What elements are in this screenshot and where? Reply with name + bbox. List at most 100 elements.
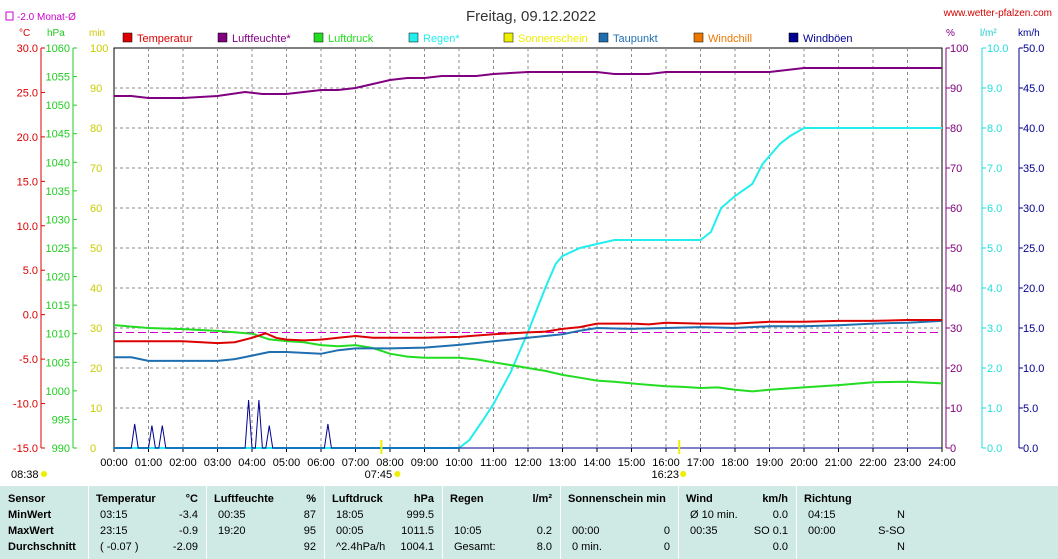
x-tick-label: 06:00 <box>307 457 335 469</box>
sun-time: 0 min. <box>572 541 602 553</box>
wind-axis-tick-label: 45.0 <box>1023 83 1044 95</box>
sunshine-axis-tick-label: 90 <box>90 83 102 95</box>
legend-swatch <box>408 32 419 43</box>
humidity-value: 95 <box>303 525 316 537</box>
wind-axis-tick-label: 30.0 <box>1023 203 1044 215</box>
sunshine-axis-tick-label: 100 <box>90 43 108 55</box>
legend-label: Taupunkt <box>613 33 658 45</box>
sunshine-axis-tick-label: 40 <box>90 283 102 295</box>
day-start-label: 07:45 <box>365 469 393 481</box>
pressure-axis-tick-label: 1010 <box>46 329 70 341</box>
legend-label: Windchill <box>708 33 752 45</box>
legend-label: Sonnenschein <box>518 33 588 45</box>
sun-value: 0 <box>663 541 670 553</box>
table-divider <box>88 486 89 559</box>
rain-axis-tick-label: 10.0 <box>987 43 1008 55</box>
pressure-axis-tick-label: 990 <box>52 443 70 455</box>
chart-title: Freitag, 09.12.2022 <box>466 8 596 25</box>
wind-axis-tick-label: 10.0 <box>1023 363 1044 375</box>
wind-axis-tick-label: 50.0 <box>1023 43 1044 55</box>
humidity-axis-tick-label: 80 <box>950 123 962 135</box>
wind-unit: km/h <box>762 493 788 505</box>
sunshine-axis-tick-label: 0 <box>90 443 96 455</box>
rain-value: 8.0 <box>536 541 552 553</box>
sunrise-label: 08:38 <box>11 469 39 481</box>
wind-value: 0.0 <box>772 541 788 553</box>
sun-time: 00:00 <box>572 525 600 537</box>
x-tick-label: 18:00 <box>721 457 749 469</box>
temp-axis-tick-label: 0.0 <box>23 310 38 322</box>
x-tick-label: 10:00 <box>445 457 473 469</box>
humidity-value: 92 <box>303 541 316 553</box>
series-temperatur <box>114 319 942 345</box>
sun-icon <box>680 471 687 477</box>
rain-axis-tick-label: 8.0 <box>987 123 1002 135</box>
legend-swatch <box>693 32 704 43</box>
wind-axis-tick-label: 5.0 <box>1023 403 1038 415</box>
wind-axis-tick-label: 0.0 <box>1023 443 1038 455</box>
direction-time: 04:15 <box>808 509 836 521</box>
temp-axis-tick-label: 5.0 <box>23 265 38 277</box>
wind-axis-tick-label: 35.0 <box>1023 163 1044 175</box>
humidity-axis-tick-label: 40 <box>950 283 962 295</box>
x-tick-label: 14:00 <box>583 457 611 469</box>
temp-axis-tick-label: 15.0 <box>17 176 38 188</box>
pressure-axis-tick-label: 1040 <box>46 157 70 169</box>
pressure-axis-tick-label: 995 <box>52 414 70 426</box>
x-tick-label: 24:00 <box>928 457 956 469</box>
sunshine-axis-tick-label: 30 <box>90 323 102 335</box>
table-divider <box>796 486 797 559</box>
x-tick-label: 13:00 <box>549 457 577 469</box>
x-tick-label: 05:00 <box>273 457 301 469</box>
legend-swatch <box>217 32 228 43</box>
legend-label: Regen* <box>423 33 460 45</box>
rain-value: 0.2 <box>536 525 552 537</box>
legend-label: Luftfeuchte* <box>232 33 291 45</box>
series-windböen <box>114 399 942 449</box>
rain-time: 10:05 <box>454 525 482 537</box>
x-tick-label: 22:00 <box>859 457 887 469</box>
wind-axis-tick-label: 20.0 <box>1023 283 1044 295</box>
humidity-axis-tick-label: 60 <box>950 203 962 215</box>
temperature-time: 03:15 <box>100 509 128 521</box>
wind-axis-tick-label: 25.0 <box>1023 243 1044 255</box>
wind-axis-tick-label: 40.0 <box>1023 123 1044 135</box>
legend-label: Luftdruck <box>328 33 374 45</box>
table-divider <box>324 486 325 559</box>
x-tick-label: 07:00 <box>342 457 370 469</box>
wind-value: 0.0 <box>772 509 788 521</box>
humidity-time: 19:20 <box>218 525 246 537</box>
legend-label: Windböen <box>803 33 853 45</box>
rain-axis-tick-label: 4.0 <box>987 283 1002 295</box>
unit-lm2: l/m² <box>980 28 997 39</box>
temperature-header: Temperatur <box>96 493 156 505</box>
pressure-axis-tick-label: 1015 <box>46 300 70 312</box>
pressure-axis-tick-label: 1005 <box>46 357 70 369</box>
legend-swatch <box>503 32 514 43</box>
monat-label: -2.0 Monat-Ø <box>17 12 76 23</box>
legend-swatch <box>788 32 799 43</box>
x-tick-label: 17:00 <box>687 457 715 469</box>
humidity-axis-tick-label: 30 <box>950 323 962 335</box>
pressure-time: 18:05 <box>336 509 364 521</box>
x-tick-label: 21:00 <box>825 457 853 469</box>
wind-value: SO 0.1 <box>753 525 788 537</box>
unit-hpa: hPa <box>47 28 65 39</box>
legend-swatch <box>122 32 133 43</box>
x-tick-label: 01:00 <box>135 457 163 469</box>
rain-axis-tick-label: 7.0 <box>987 163 1002 175</box>
weather-chart: 30.0 25.0 20.0 15.0 10.0 5.0 0.0 -5.0 -10.0 -15.0… <box>5 8 1052 481</box>
x-tick-label: 20:00 <box>790 457 818 469</box>
temperature-time: 23:15 <box>100 525 128 537</box>
rain-axis-tick-label: 6.0 <box>987 203 1002 215</box>
humidity-axis-tick-label: 50 <box>950 243 962 255</box>
wind-time: Ø 10 min. <box>690 509 738 521</box>
sunshine-axis-tick-label: 10 <box>90 403 102 415</box>
humidity-axis-tick-label: 0 <box>950 443 956 455</box>
rain-header: Regen <box>450 493 484 505</box>
row-label: MinWert <box>8 509 52 521</box>
x-tick-label: 00:00 <box>100 457 128 469</box>
sunshine-axis-tick-label: 60 <box>90 203 102 215</box>
pressure-axis-tick-label: 1060 <box>46 43 70 55</box>
